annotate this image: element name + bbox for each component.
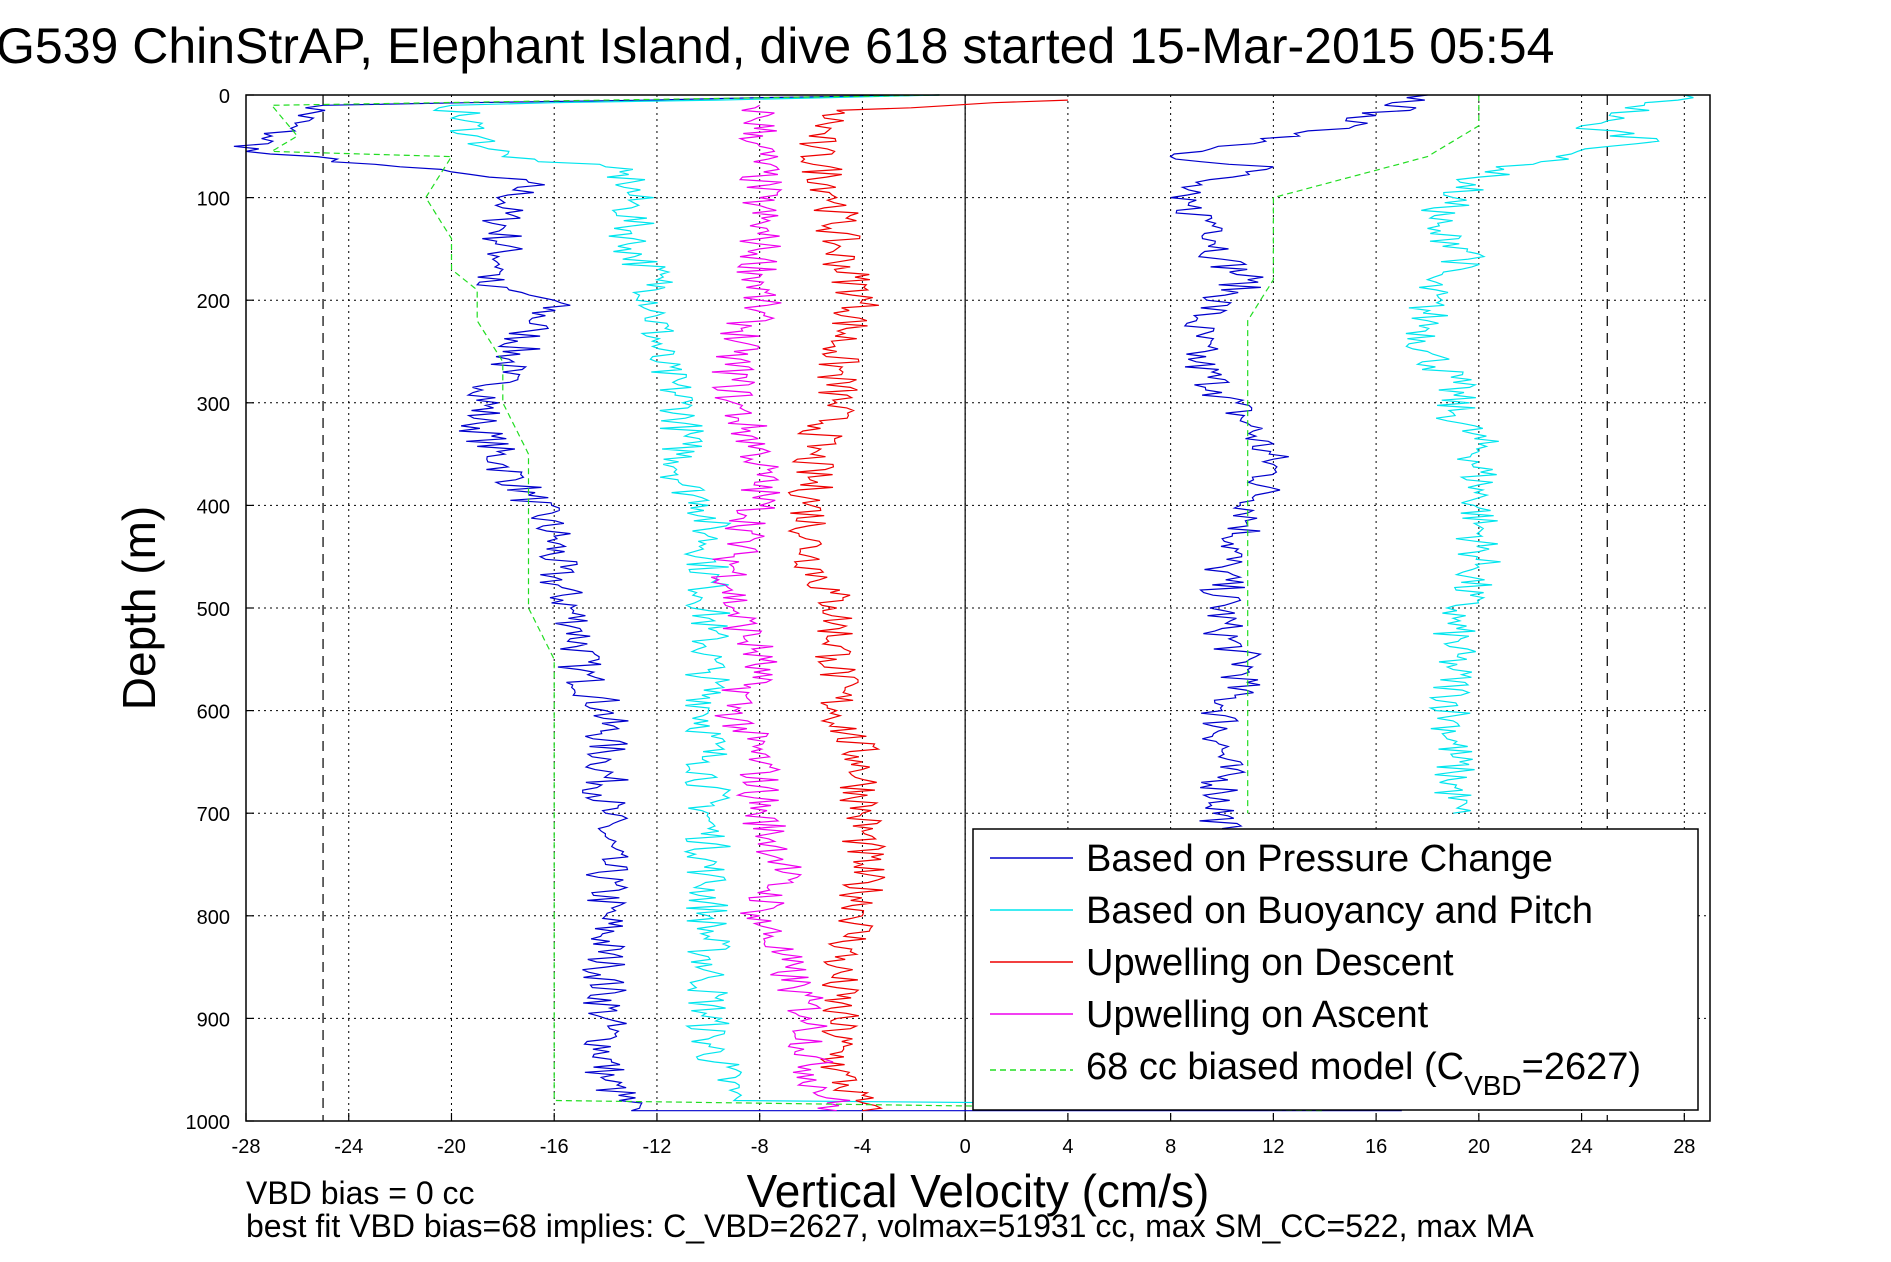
legend-label: Based on Buoyancy and Pitch <box>1086 890 1593 932</box>
y-tick-label: 800 <box>197 907 230 929</box>
series-line <box>432 94 1351 1107</box>
series-line <box>1405 94 1694 814</box>
series-line <box>1247 95 1480 814</box>
y-tick-label: 400 <box>197 496 230 518</box>
y-tick-label: 700 <box>197 804 230 826</box>
x-tick-label: 24 <box>1570 1136 1592 1158</box>
series-layer <box>233 94 1694 1112</box>
x-tick-label: -4 <box>854 1136 872 1158</box>
legend-items: Based on Pressure Change Based on Buoyanc… <box>990 838 1641 1101</box>
legend-label: Upwelling on Descent <box>1086 942 1454 984</box>
x-tick-label: -28 <box>232 1136 261 1158</box>
x-tick-label: 8 <box>1165 1136 1176 1158</box>
series-line <box>787 99 1068 1112</box>
legend-label: Based on Pressure Change <box>1086 838 1553 880</box>
x-tick-label: -16 <box>540 1136 569 1158</box>
x-tick-label: 20 <box>1468 1136 1490 1158</box>
y-axis-label: Depth (m) <box>113 506 165 710</box>
y-tick-label: 0 <box>219 86 230 108</box>
legend-label: 68 cc biased model (CVBD=2627) <box>1086 1046 1641 1101</box>
chart-title: G539 ChinStrAP, Elephant Island, dive 61… <box>0 18 1554 74</box>
x-tick-label: -12 <box>642 1136 671 1158</box>
x-tick-label: -8 <box>751 1136 769 1158</box>
y-tick-label: 100 <box>197 189 230 211</box>
legend-label: Upwelling on Ascent <box>1086 994 1429 1036</box>
series-line <box>1169 94 1428 830</box>
x-tick-label: 16 <box>1365 1136 1387 1158</box>
x-tick-label: 4 <box>1062 1136 1073 1158</box>
x-tick-label: -20 <box>437 1136 466 1158</box>
x-tick-label: -24 <box>334 1136 363 1158</box>
y-tick-labels: 0 100 200 300 400 500 600 700 800 900 1000 <box>186 86 254 1134</box>
x-tick-labels: -28 -24 -20 -16 -12 -8 -4 0 4 8 12 16 20 24 28 <box>232 1113 1695 1158</box>
y-tick-label: 300 <box>197 394 230 416</box>
series-line <box>711 104 851 1112</box>
x-tick-label: 12 <box>1262 1136 1284 1158</box>
series-line <box>233 94 1402 1112</box>
legend: Based on Pressure Change Based on Buoyanc… <box>972 828 1699 1111</box>
best-fit-note: best fit VBD bias=68 implies: C_VBD=2627… <box>246 1208 1534 1244</box>
vbd-bias-note: VBD bias = 0 cc <box>246 1175 475 1211</box>
y-tick-label: 500 <box>197 599 230 621</box>
y-tick-label: 600 <box>197 702 230 724</box>
x-tick-label: 28 <box>1673 1136 1695 1158</box>
x-tick-label: 0 <box>960 1136 971 1158</box>
series-line <box>269 94 1325 1112</box>
y-tick-label: 900 <box>197 1009 230 1031</box>
y-tick-label: 200 <box>197 291 230 313</box>
y-tick-label: 1000 <box>186 1112 231 1134</box>
x-axis-label: Vertical Velocity (cm/s) <box>747 1165 1210 1217</box>
legend-box <box>972 828 1699 1111</box>
